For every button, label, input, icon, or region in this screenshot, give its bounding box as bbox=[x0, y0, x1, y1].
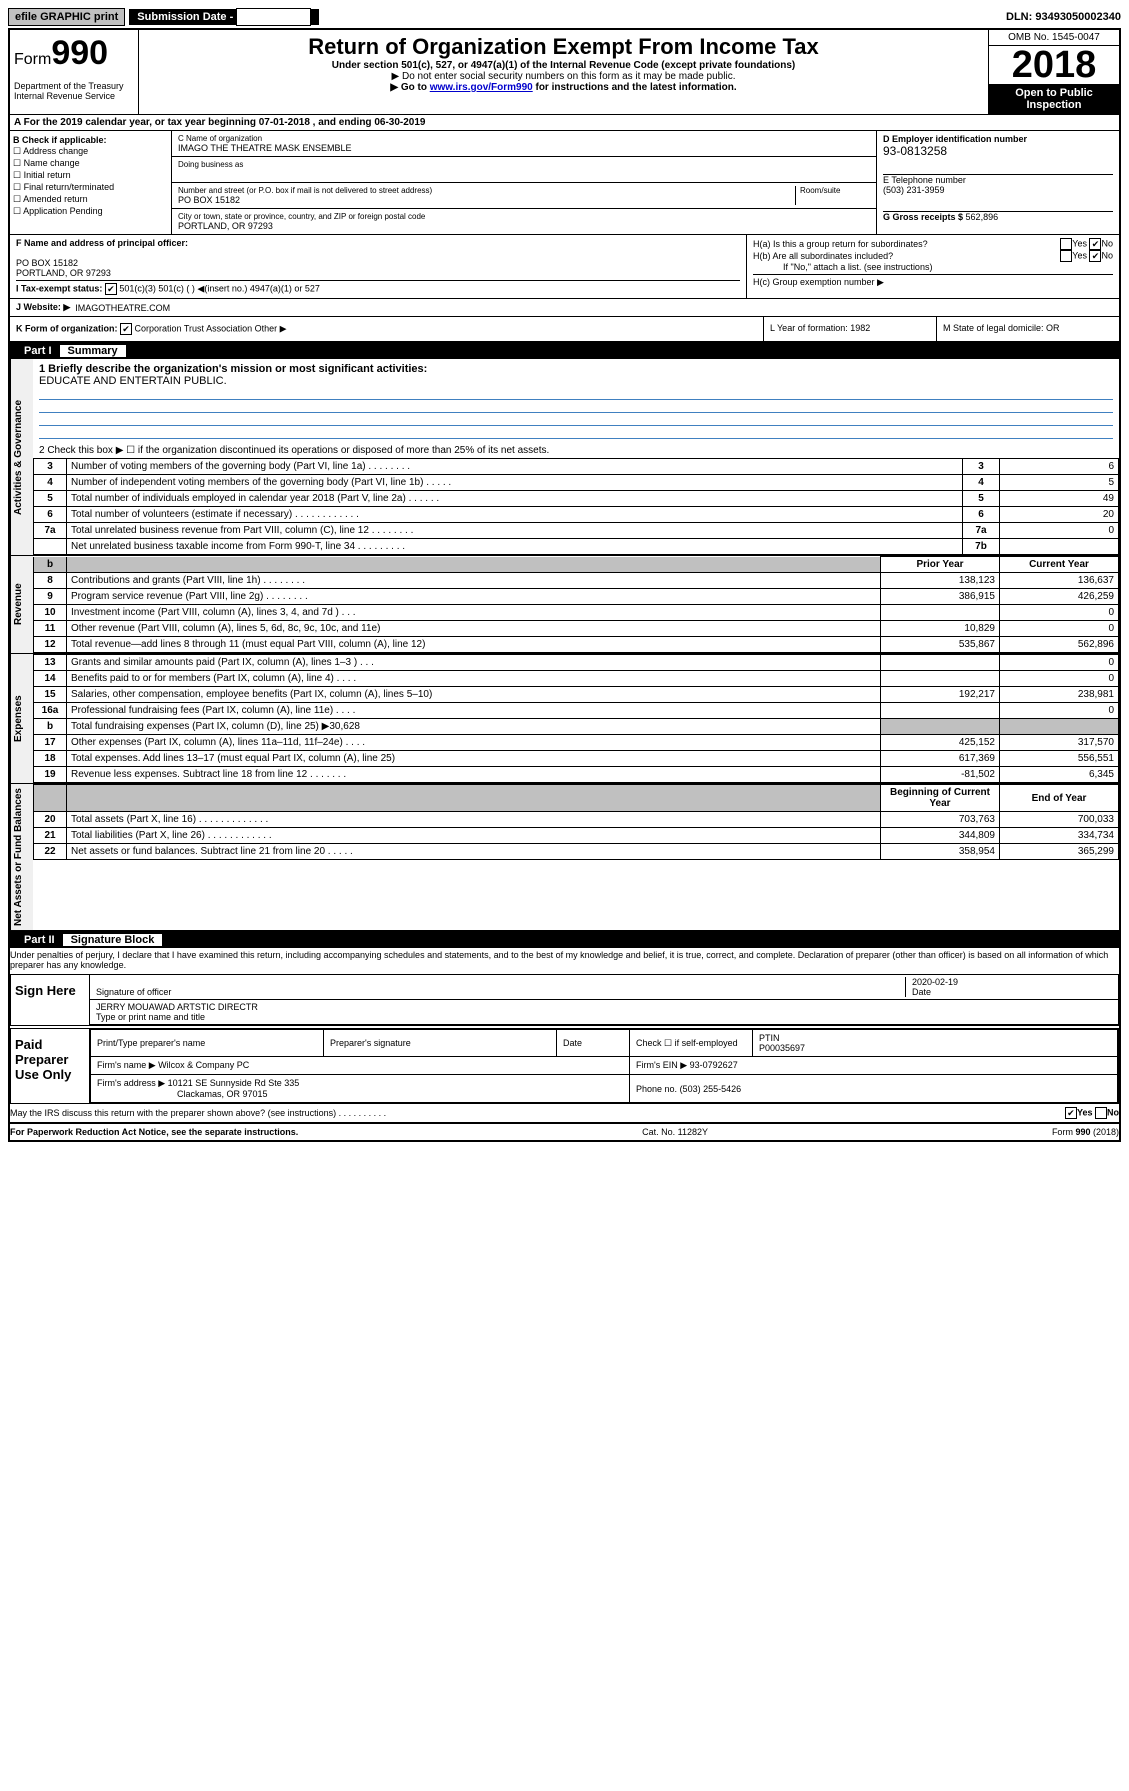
line-a: A For the 2019 calendar year, or tax yea… bbox=[10, 115, 1119, 131]
form-title: Return of Organization Exempt From Incom… bbox=[143, 34, 984, 60]
sign-here-label: Sign Here bbox=[11, 975, 90, 1025]
paid-preparer-label: Paid Preparer Use Only bbox=[11, 1029, 90, 1103]
netassets-table: Beginning of Current YearEnd of Year 20T… bbox=[33, 784, 1119, 860]
check-501c3[interactable] bbox=[105, 283, 117, 295]
officer-name: JERRY MOUAWAD ARTSTIC DIRECTR bbox=[96, 1002, 258, 1012]
open-public-badge: Open to Public Inspection bbox=[989, 84, 1119, 114]
department: Department of the Treasury Internal Reve… bbox=[14, 81, 134, 101]
efile-print-button[interactable]: efile GRAPHIC print bbox=[8, 8, 125, 26]
officer-addr2: PORTLAND, OR 97293 bbox=[16, 268, 740, 278]
declaration: Under penalties of perjury, I declare th… bbox=[10, 948, 1119, 972]
revenue-table: bPrior YearCurrent Year 8Contributions a… bbox=[33, 556, 1119, 653]
form-container: Form990 Department of the Treasury Inter… bbox=[8, 28, 1121, 1142]
discuss-yes[interactable] bbox=[1065, 1107, 1077, 1119]
form-number: Form990 bbox=[14, 34, 134, 73]
check-corporation[interactable] bbox=[120, 323, 132, 335]
year-formation: L Year of formation: 1982 bbox=[764, 317, 937, 341]
dln: DLN: 93493050002340 bbox=[1006, 11, 1121, 23]
pra-notice: For Paperwork Reduction Act Notice, see … bbox=[10, 1127, 298, 1137]
part1-header: Part I Summary bbox=[10, 343, 1119, 359]
sign-date: 2020-02-19 bbox=[912, 977, 958, 987]
subtitle-2: ▶ Do not enter social security numbers o… bbox=[143, 71, 984, 82]
form-footer: Form 990 (2018) bbox=[1052, 1127, 1119, 1137]
side-governance: Activities & Governance bbox=[10, 359, 33, 555]
subtitle-3: ▶ Go to www.irs.gov/Form990 for instruct… bbox=[143, 82, 984, 93]
website: IMAGOTHEATRE.COM bbox=[75, 303, 170, 313]
hb-label: H(b) Are all subordinates included? bbox=[753, 251, 893, 261]
check-amended[interactable]: ☐ Amended return bbox=[13, 194, 168, 205]
discuss-question: May the IRS discuss this return with the… bbox=[10, 1108, 386, 1118]
section-c: C Name of organizationIMAGO THE THEATRE … bbox=[172, 131, 877, 234]
side-netassets: Net Assets or Fund Balances bbox=[10, 784, 33, 930]
tax-year: 2018 bbox=[989, 46, 1119, 84]
line-2: 2 Check this box ▶ ☐ if the organization… bbox=[33, 443, 1119, 458]
city-state-zip: PORTLAND, OR 97293 bbox=[178, 221, 870, 231]
side-revenue: Revenue bbox=[10, 556, 33, 653]
gross-receipts: 562,896 bbox=[966, 212, 999, 222]
ptin: P00035697 bbox=[759, 1043, 805, 1053]
side-expenses: Expenses bbox=[10, 654, 33, 783]
hc-label: H(c) Group exemption number ▶ bbox=[753, 274, 1113, 288]
expenses-table: 13Grants and similar amounts paid (Part … bbox=[33, 654, 1119, 783]
mission-answer: EDUCATE AND ENTERTAIN PUBLIC. bbox=[39, 375, 1113, 387]
org-name: IMAGO THE THEATRE MASK ENSEMBLE bbox=[178, 143, 870, 153]
part2-header: Part II Signature Block bbox=[10, 932, 1119, 948]
check-pending[interactable]: ☐ Application Pending bbox=[13, 206, 168, 217]
ha-label: H(a) Is this a group return for subordin… bbox=[753, 239, 928, 249]
telephone: (503) 231-3959 bbox=[883, 185, 1113, 195]
hb-note: If "No," attach a list. (see instruction… bbox=[753, 262, 1113, 272]
self-employed-check[interactable]: Check ☐ if self-employed bbox=[630, 1030, 753, 1057]
ha-no[interactable] bbox=[1089, 238, 1101, 250]
street-address: PO BOX 15182 bbox=[178, 195, 795, 205]
governance-table: 3Number of voting members of the governi… bbox=[33, 458, 1119, 555]
hb-no[interactable] bbox=[1089, 250, 1101, 262]
firm-name: Wilcox & Company PC bbox=[158, 1060, 249, 1070]
check-initial[interactable]: ☐ Initial return bbox=[13, 170, 168, 181]
mission-question: 1 Briefly describe the organization's mi… bbox=[39, 363, 1113, 375]
state-domicile: M State of legal domicile: OR bbox=[937, 317, 1119, 341]
check-address[interactable]: ☐ Address change bbox=[13, 146, 168, 157]
firm-phone: (503) 255-5426 bbox=[680, 1084, 742, 1094]
officer-addr1: PO BOX 15182 bbox=[16, 258, 740, 268]
top-bar: efile GRAPHIC print Submission Date - 20… bbox=[8, 8, 1121, 26]
firm-addr1: 10121 SE Sunnyside Rd Ste 335 bbox=[168, 1078, 300, 1088]
subtitle-1: Under section 501(c), 527, or 4947(a)(1)… bbox=[143, 60, 984, 71]
hb-yes[interactable] bbox=[1060, 250, 1072, 262]
instructions-link[interactable]: www.irs.gov/Form990 bbox=[430, 82, 533, 93]
firm-ein: 93-0792627 bbox=[690, 1060, 738, 1070]
discuss-no[interactable] bbox=[1095, 1107, 1107, 1119]
submission-date-label: Submission Date - 2020-02-19 bbox=[129, 9, 318, 25]
check-final[interactable]: ☐ Final return/terminated bbox=[13, 182, 168, 193]
firm-addr2: Clackamas, OR 97015 bbox=[97, 1089, 268, 1099]
submission-date: 2020-02-19 bbox=[236, 8, 310, 26]
section-b: B Check if applicable: ☐ Address change … bbox=[10, 131, 172, 234]
ein: 93-0813258 bbox=[883, 144, 1113, 158]
cat-number: Cat. No. 11282Y bbox=[642, 1127, 708, 1137]
check-name[interactable]: ☐ Name change bbox=[13, 158, 168, 169]
ha-yes[interactable] bbox=[1060, 238, 1072, 250]
